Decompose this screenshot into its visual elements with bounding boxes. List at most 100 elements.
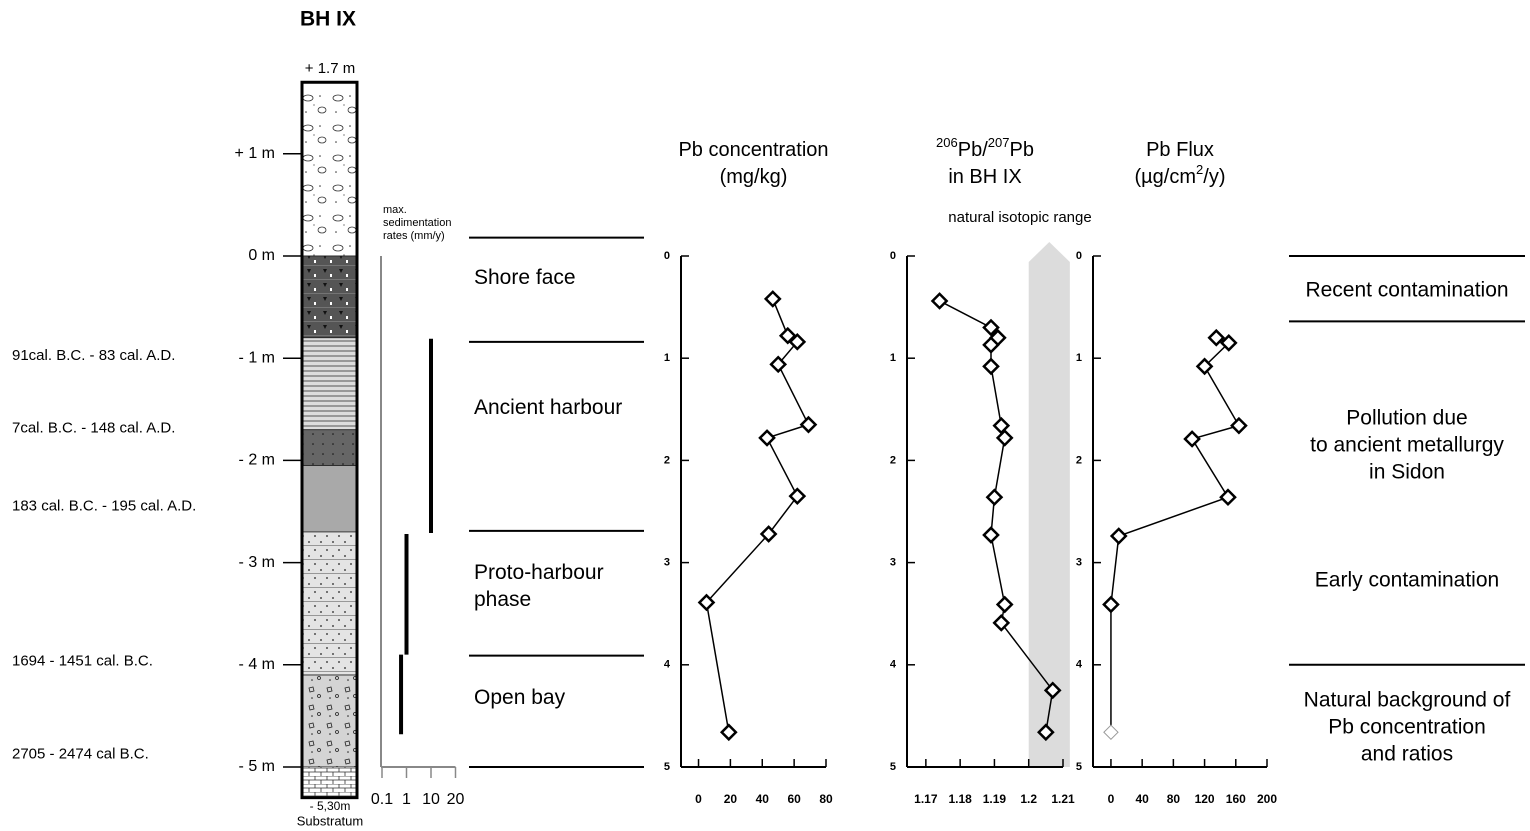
y-tick-label: - 4 m <box>239 656 275 673</box>
title-part: Pb Flux <box>1146 139 1214 161</box>
column-top-label: + 1.7 m <box>305 60 355 77</box>
data-point <box>1207 328 1226 347</box>
data-point <box>1037 723 1055 742</box>
band-label: natural isotopic range <box>948 209 1091 226</box>
layer <box>301 429 358 466</box>
x-tick-label: 0.1 <box>371 791 393 808</box>
data-point <box>1183 430 1201 448</box>
data-point <box>982 357 1000 376</box>
interp-label: and ratios <box>1361 743 1453 766</box>
x-tick-label: 0 <box>695 792 702 806</box>
data-point <box>995 595 1014 614</box>
data-point <box>985 488 1004 507</box>
interp-label: Pollution due <box>1346 407 1467 430</box>
date-label: 1694 - 1451 cal. B.C. <box>12 653 153 670</box>
phase-label: Shore face <box>474 266 576 289</box>
y-tick-label: 2 <box>890 454 896 466</box>
interp-label: to ancient metallurgy <box>1310 434 1504 457</box>
layer <box>301 531 358 676</box>
y-tick-label: 3 <box>1076 557 1082 569</box>
y-tick-label: 3 <box>664 557 670 569</box>
profile-line <box>1110 337 1241 733</box>
date-label: 2705 - 2474 cal B.C. <box>12 746 149 763</box>
layer <box>301 674 358 768</box>
x-tick-label: 10 <box>422 791 440 808</box>
column-bottom-label: Substratum <box>297 813 363 828</box>
data-point <box>719 723 738 742</box>
x-tick-label: 1.21 <box>1051 792 1075 806</box>
x-tick-label: 120 <box>1195 792 1215 806</box>
x-tick-label: 1.2 <box>1020 792 1037 806</box>
data-point <box>982 526 1000 544</box>
x-tick-label: 1.19 <box>983 792 1007 806</box>
data-point <box>1230 416 1248 435</box>
chart-title: Pb concentration <box>678 139 828 161</box>
x-tick-label: 40 <box>756 792 770 806</box>
y-tick-label: - 5 m <box>239 758 275 775</box>
y-tick-label: 4 <box>890 659 897 671</box>
data-point <box>1043 681 1062 700</box>
data-point <box>995 429 1014 447</box>
title-part: (mg/kg) <box>720 166 788 188</box>
phase-label: Ancient harbour <box>474 396 622 419</box>
chart-title: Pb Flux <box>1146 139 1214 161</box>
date-label: 7cal. B.C. - 148 cal. A.D. <box>12 420 175 437</box>
interp-label: Recent contamination <box>1305 278 1508 301</box>
y-tick-label: - 1 m <box>239 349 275 366</box>
y-tick-label: + 1 m <box>235 145 275 162</box>
x-tick-label: 1.17 <box>914 792 938 806</box>
title-part: Pb <box>1009 139 1033 161</box>
y-tick-label: - 2 m <box>239 452 275 469</box>
data-point <box>788 333 807 351</box>
y-tick-label: 5 <box>664 761 670 773</box>
title-part: /y) <box>1203 166 1225 188</box>
y-tick-label: 3 <box>890 557 896 569</box>
y-tick-label: 5 <box>890 761 896 773</box>
phase-label: phase <box>474 588 531 611</box>
y-tick-label: 2 <box>664 454 670 466</box>
title-part: Pb concentration <box>678 139 828 161</box>
data-point <box>799 415 818 434</box>
y-tick-label: 1 <box>1076 352 1082 364</box>
date-label: 91cal. B.C. - 83 cal. A.D. <box>12 347 175 364</box>
data-point <box>763 290 782 308</box>
y-tick-label: 2 <box>1076 454 1082 466</box>
data-point <box>697 593 716 612</box>
data-point <box>1109 527 1128 545</box>
y-tick-label: 1 <box>890 352 896 364</box>
title: BH IX <box>300 8 356 31</box>
interp-label: Natural background of <box>1304 689 1511 712</box>
chart-title: 206Pb/207Pb <box>936 135 1034 161</box>
date-label: 183 cal. B.C. - 195 cal. A.D. <box>12 497 196 514</box>
x-tick-label: 20 <box>724 792 738 806</box>
title-part: 2 <box>1196 162 1203 177</box>
data-point <box>769 355 788 374</box>
y-tick-label: - 3 m <box>239 554 275 571</box>
phase-label: Open bay <box>474 686 566 709</box>
x-tick-label: 80 <box>1167 792 1181 806</box>
data-point <box>1195 357 1214 376</box>
column-frame <box>300 80 359 800</box>
layer <box>301 465 358 533</box>
title-part: Pb/ <box>958 139 988 161</box>
x-tick-label: 60 <box>787 792 801 806</box>
x-tick-label: 80 <box>819 792 833 806</box>
data-point <box>759 525 778 543</box>
layer <box>301 337 358 431</box>
data-point <box>758 429 776 447</box>
layer <box>301 81 358 257</box>
y-tick-label: 0 m <box>248 247 275 264</box>
x-tick-label: 20 <box>447 791 465 808</box>
x-tick-label: 40 <box>1135 792 1149 806</box>
data-point <box>1103 724 1119 741</box>
data-point <box>992 614 1011 632</box>
data-point <box>1102 595 1120 614</box>
interp-label: Early contamination <box>1315 569 1499 592</box>
layer <box>301 255 358 339</box>
title-part: in BH IX <box>948 166 1021 188</box>
y-tick-label: 5 <box>1076 761 1082 773</box>
data-point <box>1219 488 1237 507</box>
column-bottom-label: - 5,30m <box>310 799 351 813</box>
title-part: 207 <box>988 135 1010 150</box>
